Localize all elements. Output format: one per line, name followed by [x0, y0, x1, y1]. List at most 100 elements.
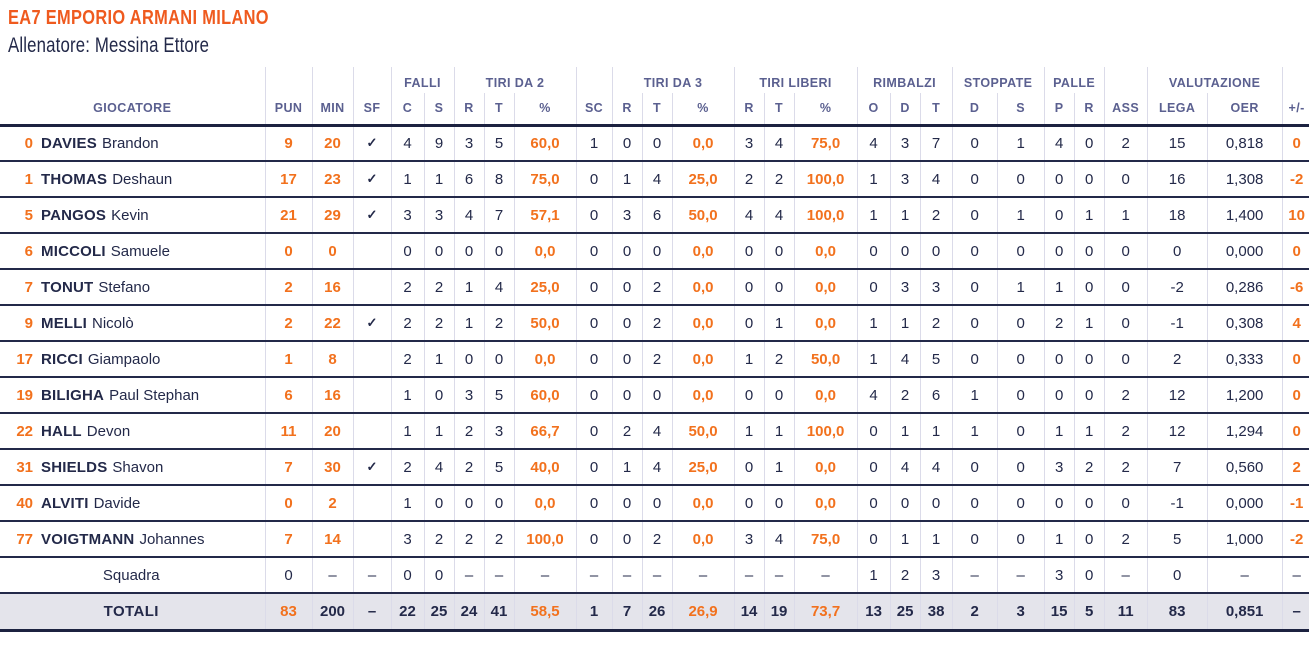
- cell-lega: 15: [1146, 125, 1208, 161]
- cell-plus-minus: –: [1281, 593, 1309, 630]
- cell-t2-t: –: [483, 557, 514, 593]
- player-number: 9: [24, 314, 33, 332]
- cell-oer: 1,200: [1206, 377, 1283, 413]
- cell-palle-r: 5: [1073, 593, 1105, 630]
- cell-palle-p: 0: [1043, 341, 1075, 377]
- cell-t2-pct: 0,0: [513, 485, 577, 521]
- cell-lega: 0: [1146, 557, 1208, 593]
- cell-min: 30: [311, 449, 353, 485]
- row-label: TOTALI: [103, 602, 159, 620]
- cell-rimbalzi-o: 1: [856, 305, 891, 341]
- cell-stoppate-d: 0: [951, 485, 998, 521]
- cell-palle-r: 1: [1073, 305, 1105, 341]
- team-name: EA7 EMPORIO ARMANI MILANO: [8, 7, 269, 29]
- group-header-row: FALLI TIRI DA 2 TIRI DA 3 TIRI LIBERI RI…: [0, 67, 1309, 93]
- cell-giocatore: 5 PANGOS Kevin: [0, 197, 265, 233]
- table-row: 17 RICCI Giampaolo 1 8 2 1 0 0 0,0 0 0 2 0…: [0, 341, 1309, 377]
- group-spacer-giocatore: [0, 67, 265, 93]
- group-palle: PALLE: [1043, 67, 1105, 93]
- cell-t3-t: 2: [641, 305, 673, 341]
- cell-tl-t: 0: [763, 485, 795, 521]
- col-header-pun: PUN: [264, 93, 312, 125]
- cell-sc: 0: [575, 413, 613, 449]
- cell-tl-pct: 50,0: [793, 341, 858, 377]
- cell-tl-t: 19: [763, 593, 795, 630]
- cell-t2-pct: 50,0: [513, 305, 577, 341]
- cell-rimbalzi-t: 2: [919, 197, 953, 233]
- cell-stoppate-d: 0: [951, 305, 998, 341]
- col-header-sf: SF: [352, 93, 391, 125]
- player-surname: VOIGTMANN: [41, 530, 135, 548]
- table-body: 0 DAVIES Brandon 9 20 ✓ 4 9 3 5 60,0 1 0 0…: [0, 125, 1309, 630]
- cell-ass: 2: [1103, 413, 1148, 449]
- cell-t2-t: 0: [483, 341, 514, 377]
- player-firstname: Kevin: [111, 206, 149, 224]
- group-valutazione: VALUTAZIONE: [1146, 67, 1283, 93]
- cell-t3-pct: 0,0: [671, 377, 735, 413]
- cell-tl-r: 1: [733, 341, 765, 377]
- cell-t3-t: 26: [641, 593, 673, 630]
- cell-t2-t: 5: [483, 449, 514, 485]
- cell-rimbalzi-d: 25: [889, 593, 921, 630]
- group-spacer-sc: [575, 67, 613, 93]
- cell-rimbalzi-d: 0: [889, 485, 921, 521]
- cell-sc: 0: [575, 485, 613, 521]
- cell-palle-p: 0: [1043, 233, 1075, 269]
- cell-pun: 0: [264, 557, 312, 593]
- cell-ass: 2: [1103, 125, 1148, 161]
- cell-sf: ✓: [352, 197, 391, 233]
- col-header-t2-t: T: [483, 93, 514, 125]
- cell-rimbalzi-t: 4: [919, 449, 953, 485]
- cell-plus-minus: 0: [1281, 413, 1309, 449]
- cell-lega: 12: [1146, 413, 1208, 449]
- cell-plus-minus: 0: [1281, 233, 1309, 269]
- coach-line: Allenatore: Messina Ettore: [8, 34, 210, 57]
- cell-t3-r: –: [611, 557, 643, 593]
- cell-plus-minus: 0: [1281, 125, 1309, 161]
- cell-stoppate-d: 0: [951, 197, 998, 233]
- cell-oer: 0,000: [1206, 233, 1283, 269]
- cell-rimbalzi-o: 13: [856, 593, 891, 630]
- cell-min: 20: [311, 125, 353, 161]
- table-row: 19 BILIGHA Paul Stephan 6 16 1 0 3 5 60,0 …: [0, 377, 1309, 413]
- cell-stoppate-s: –: [996, 557, 1045, 593]
- cell-tl-t: 4: [763, 125, 795, 161]
- player-number: 17: [16, 350, 33, 368]
- player-surname: ALVITI: [41, 494, 89, 512]
- cell-t3-pct: 0,0: [671, 305, 735, 341]
- cell-rimbalzi-o: 0: [856, 521, 891, 557]
- cell-pun: 6: [264, 377, 312, 413]
- cell-ass: –: [1103, 557, 1148, 593]
- cell-t3-t: 4: [641, 449, 673, 485]
- cell-ass: 2: [1103, 377, 1148, 413]
- cell-rimbalzi-d: 2: [889, 557, 921, 593]
- cell-tl-r: 14: [733, 593, 765, 630]
- group-spacer-plus-minus: [1281, 67, 1309, 93]
- cell-t3-t: 0: [641, 125, 673, 161]
- cell-tl-t: 4: [763, 197, 795, 233]
- cell-falli-c: 1: [390, 377, 424, 413]
- group-stoppate: STOPPATE: [951, 67, 1045, 93]
- cell-min: 200: [311, 593, 353, 630]
- cell-rimbalzi-o: 1: [856, 341, 891, 377]
- cell-sf: –: [352, 593, 391, 630]
- cell-tl-r: 3: [733, 125, 765, 161]
- table-row: 1 THOMAS Deshaun 17 23 ✓ 1 1 6 8 75,0 0 1 …: [0, 161, 1309, 197]
- cell-t3-r: 0: [611, 341, 643, 377]
- cell-t2-t: 7: [483, 197, 514, 233]
- cell-palle-p: 15: [1043, 593, 1075, 630]
- cell-lega: 0: [1146, 233, 1208, 269]
- cell-plus-minus: –: [1281, 557, 1309, 593]
- cell-t3-t: 0: [641, 233, 673, 269]
- cell-stoppate-s: 0: [996, 521, 1045, 557]
- cell-sf: ✓: [352, 161, 391, 197]
- player-firstname: Davide: [93, 494, 141, 512]
- cell-sf: [352, 269, 391, 305]
- cell-plus-minus: 2: [1281, 449, 1309, 485]
- cell-giocatore: 6 MICCOLI Samuele: [0, 233, 265, 269]
- cell-oer: 0,286: [1206, 269, 1283, 305]
- cell-t2-pct: 0,0: [513, 233, 577, 269]
- cell-min: 8: [311, 341, 353, 377]
- cell-rimbalzi-t: 2: [919, 305, 953, 341]
- cell-palle-r: 0: [1073, 521, 1105, 557]
